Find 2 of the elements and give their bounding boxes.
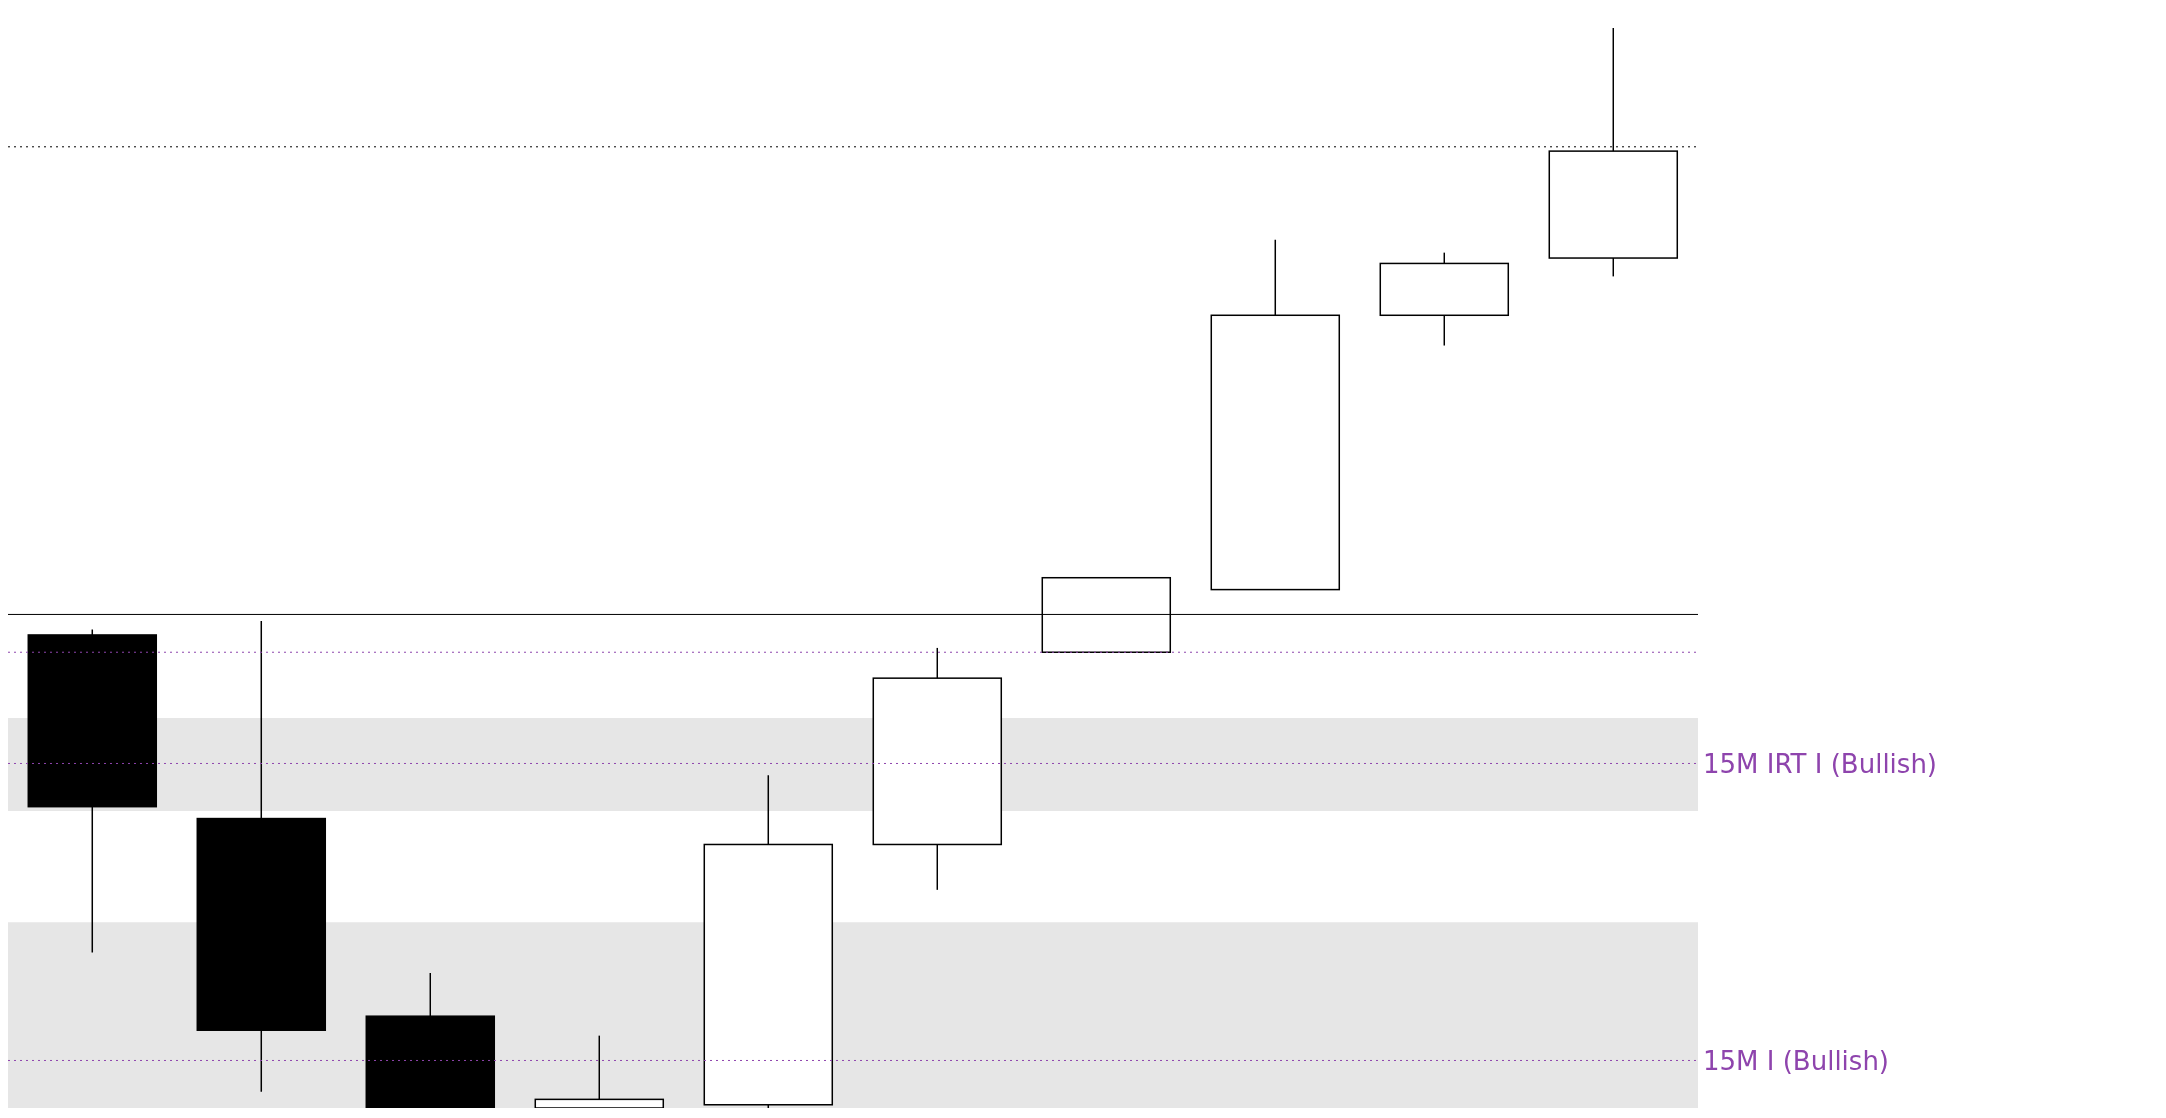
ref-line-label: 15M I (Bullish)	[1703, 1045, 1890, 1076]
ref-line-label: 15M IRT I (Bullish)	[1703, 748, 1937, 779]
